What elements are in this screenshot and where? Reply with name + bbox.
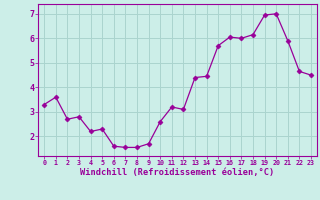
X-axis label: Windchill (Refroidissement éolien,°C): Windchill (Refroidissement éolien,°C) [80, 168, 275, 177]
